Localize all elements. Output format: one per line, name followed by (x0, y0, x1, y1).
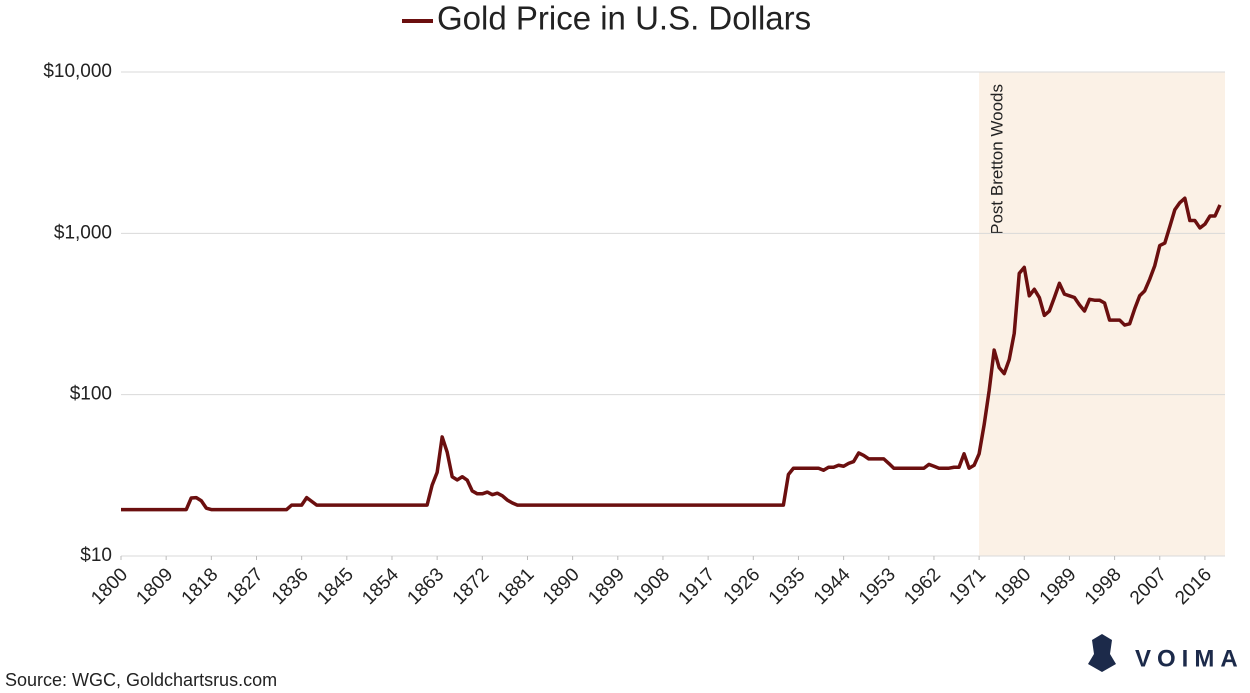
x-tick-label: 1962 (900, 564, 945, 609)
x-tick-label: 1818 (178, 564, 223, 609)
y-tick-label: $1,000 (54, 222, 112, 243)
x-tick-label: 1899 (584, 564, 629, 609)
x-tick-label: 2016 (1171, 564, 1216, 609)
shade-label: Post Bretton Woods (988, 84, 1007, 235)
x-tick-label: 1953 (855, 564, 900, 609)
x-tick-label: 1989 (1036, 564, 1081, 609)
x-tick-label: 1881 (494, 564, 539, 609)
x-tick-label: 1863 (403, 564, 448, 609)
y-tick-label: $10 (80, 545, 112, 566)
shade-region (979, 72, 1225, 556)
legend-label: Gold Price in U.S. Dollars (437, 0, 811, 37)
price-line (121, 196, 1222, 512)
y-tick-label: $10,000 (43, 61, 112, 82)
x-tick-label: 1800 (87, 564, 132, 609)
x-tick-label: 1836 (268, 564, 313, 609)
logo-text: VOIMA (1135, 645, 1244, 672)
x-tick-label: 1917 (674, 564, 719, 609)
x-tick-label: 1935 (765, 564, 810, 609)
x-tick-label: 1809 (132, 564, 177, 609)
x-tick-label: 1944 (810, 564, 855, 609)
x-tick-label: 1890 (539, 564, 584, 609)
x-tick-label: 1908 (629, 564, 674, 609)
x-tick-label: 1980 (991, 564, 1036, 609)
logo: VOIMA (1088, 634, 1244, 672)
x-tick-label: 1926 (720, 564, 765, 609)
x-tick-label: 1854 (358, 564, 403, 609)
logo-icon (1088, 634, 1116, 672)
y-tick-label: $100 (70, 384, 112, 405)
x-tick-label: 1971 (945, 564, 990, 609)
source-note: Source: WGC, Goldchartsrus.com (5, 670, 277, 690)
x-tick-label: 1872 (449, 564, 494, 609)
x-tick-label: 2007 (1126, 564, 1171, 609)
x-tick-label: 1827 (223, 564, 268, 609)
x-tick-label: 1998 (1081, 564, 1126, 609)
x-tick-label: 1845 (313, 564, 358, 609)
